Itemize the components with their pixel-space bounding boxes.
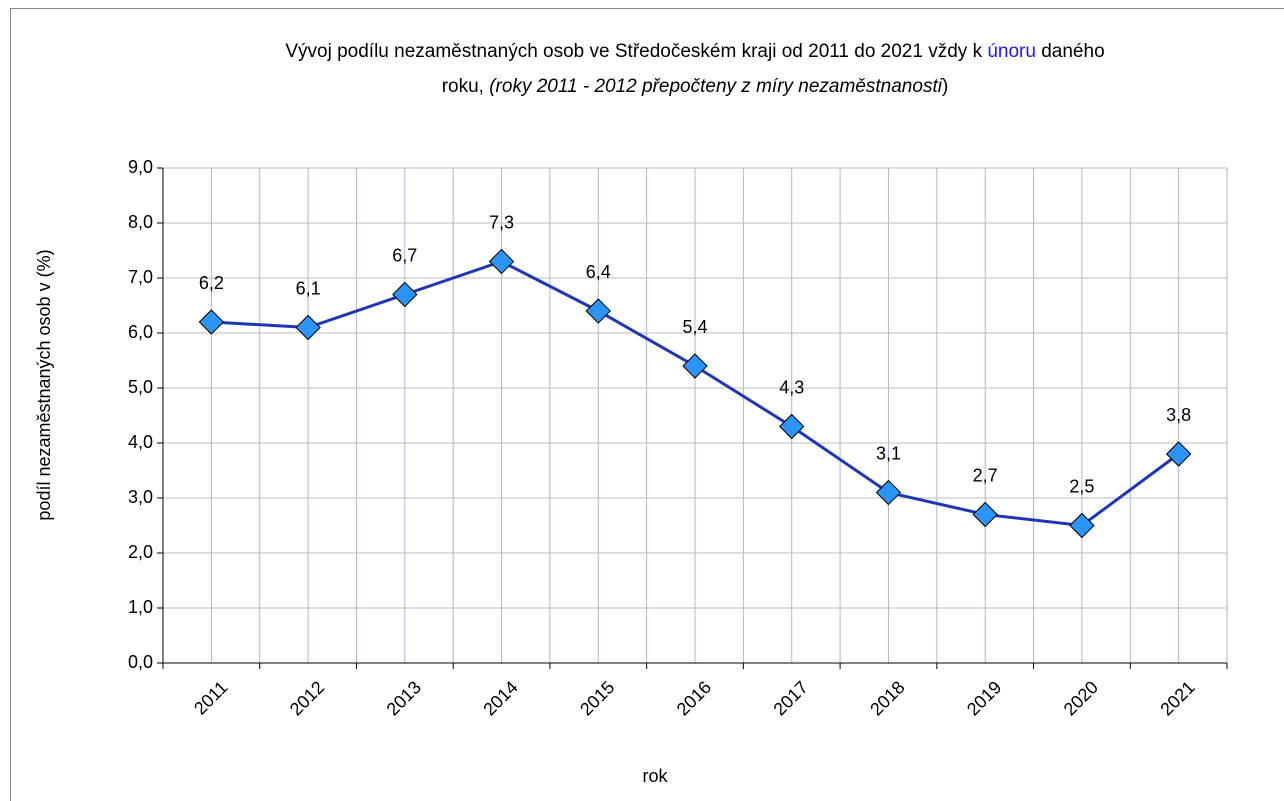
y-tick-label: 3,0 xyxy=(128,487,153,507)
y-tick-label: 5,0 xyxy=(128,377,153,397)
data-point xyxy=(585,298,611,324)
title-part: daného xyxy=(1036,41,1105,62)
title-part: ) xyxy=(942,76,948,97)
title-part: roku, xyxy=(442,76,490,97)
y-tick-label: 1,0 xyxy=(128,597,153,617)
data-label: 3,8 xyxy=(1166,405,1191,425)
data-point xyxy=(392,281,418,308)
data-label: 2,7 xyxy=(973,465,998,485)
y-tick-label: 0,0 xyxy=(128,652,153,672)
data-label: 2,5 xyxy=(1069,476,1094,496)
data-point xyxy=(1165,441,1192,467)
y-tick-label: 4,0 xyxy=(128,432,153,452)
y-tick-label: 7,0 xyxy=(128,267,153,287)
chart-title-line-1: Vývoj podílu nezaměstnaných osob ve Stře… xyxy=(285,41,1104,62)
data-label: 7,3 xyxy=(489,212,514,232)
data-point xyxy=(198,309,225,335)
chart-frame xyxy=(10,8,1284,801)
data-label: 5,4 xyxy=(682,317,707,337)
chart-title-line-2: roku, (roky 2011 - 2012 přepočteny z mír… xyxy=(442,76,949,97)
data-label: 4,3 xyxy=(779,377,804,397)
data-label: 6,2 xyxy=(199,273,224,293)
y-axis-title: podíl nezaměstnaných osob v (%) xyxy=(34,249,54,520)
data-point xyxy=(1069,512,1095,539)
data-point xyxy=(972,501,998,528)
y-tick-label: 8,0 xyxy=(128,212,153,232)
data-point xyxy=(682,353,708,379)
data-label: 6,7 xyxy=(392,245,417,265)
y-tick-label: 2,0 xyxy=(128,542,153,562)
y-tick-label: 9,0 xyxy=(128,157,153,177)
data-point xyxy=(488,248,515,275)
data-point xyxy=(779,413,805,440)
title-part: (roky 2011 - 2012 přepočteny z míry neza… xyxy=(489,76,942,97)
y-tick-label: 6,0 xyxy=(128,322,153,342)
data-label: 6,1 xyxy=(296,278,321,298)
title-part: únoru xyxy=(987,41,1036,62)
data-point xyxy=(875,479,902,506)
data-label: 6,4 xyxy=(586,262,611,282)
data-point xyxy=(295,314,321,341)
title-part: Vývoj podílu nezaměstnaných osob ve Stře… xyxy=(285,41,987,62)
data-label: 3,1 xyxy=(876,443,901,463)
x-axis-title: rok xyxy=(642,766,668,786)
